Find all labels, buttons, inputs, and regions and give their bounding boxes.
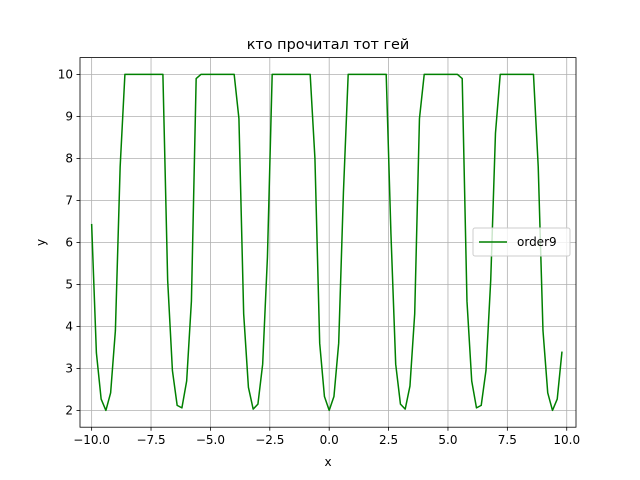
y-tick-label: 4 — [65, 320, 73, 334]
legend: order9 — [472, 227, 571, 257]
x-axis-ticks: −10.0 −7.5 −5.0 −2.5 0.0 2.5 5.0 7.5 10.0 — [73, 427, 580, 447]
grid-lines — [80, 57, 576, 428]
y-tick-label: 5 — [65, 278, 73, 292]
x-tick-label: −5.0 — [196, 433, 225, 447]
legend-label-order9: order9 — [517, 235, 557, 249]
x-tick-label: 5.0 — [438, 433, 457, 447]
y-axis-label: y — [34, 239, 48, 246]
x-tick-label: 0.0 — [320, 433, 339, 447]
x-tick-label: −7.5 — [136, 433, 165, 447]
x-tick-label: −2.5 — [255, 433, 284, 447]
y-tick-label: 3 — [65, 362, 73, 376]
x-tick-label: 2.5 — [379, 433, 398, 447]
y-tick-label: 10 — [58, 68, 73, 82]
chart-title: кто прочитал тот гей — [247, 37, 410, 53]
x-axis-label: x — [324, 455, 331, 469]
x-tick-label: −10.0 — [73, 433, 110, 447]
legend-box — [472, 227, 571, 257]
series-layer — [90, 73, 563, 412]
y-tick-label: 7 — [65, 194, 73, 208]
x-tick-label: 7.5 — [498, 433, 517, 447]
series-line-order9 — [90, 73, 563, 412]
y-tick-label: 9 — [65, 110, 73, 124]
y-axis-ticks: 2 3 4 5 6 7 8 9 10 — [58, 68, 80, 418]
y-tick-label: 6 — [65, 236, 73, 250]
y-tick-label: 2 — [65, 404, 73, 418]
x-tick-label: 10.0 — [553, 433, 580, 447]
y-tick-label: 8 — [65, 152, 73, 166]
